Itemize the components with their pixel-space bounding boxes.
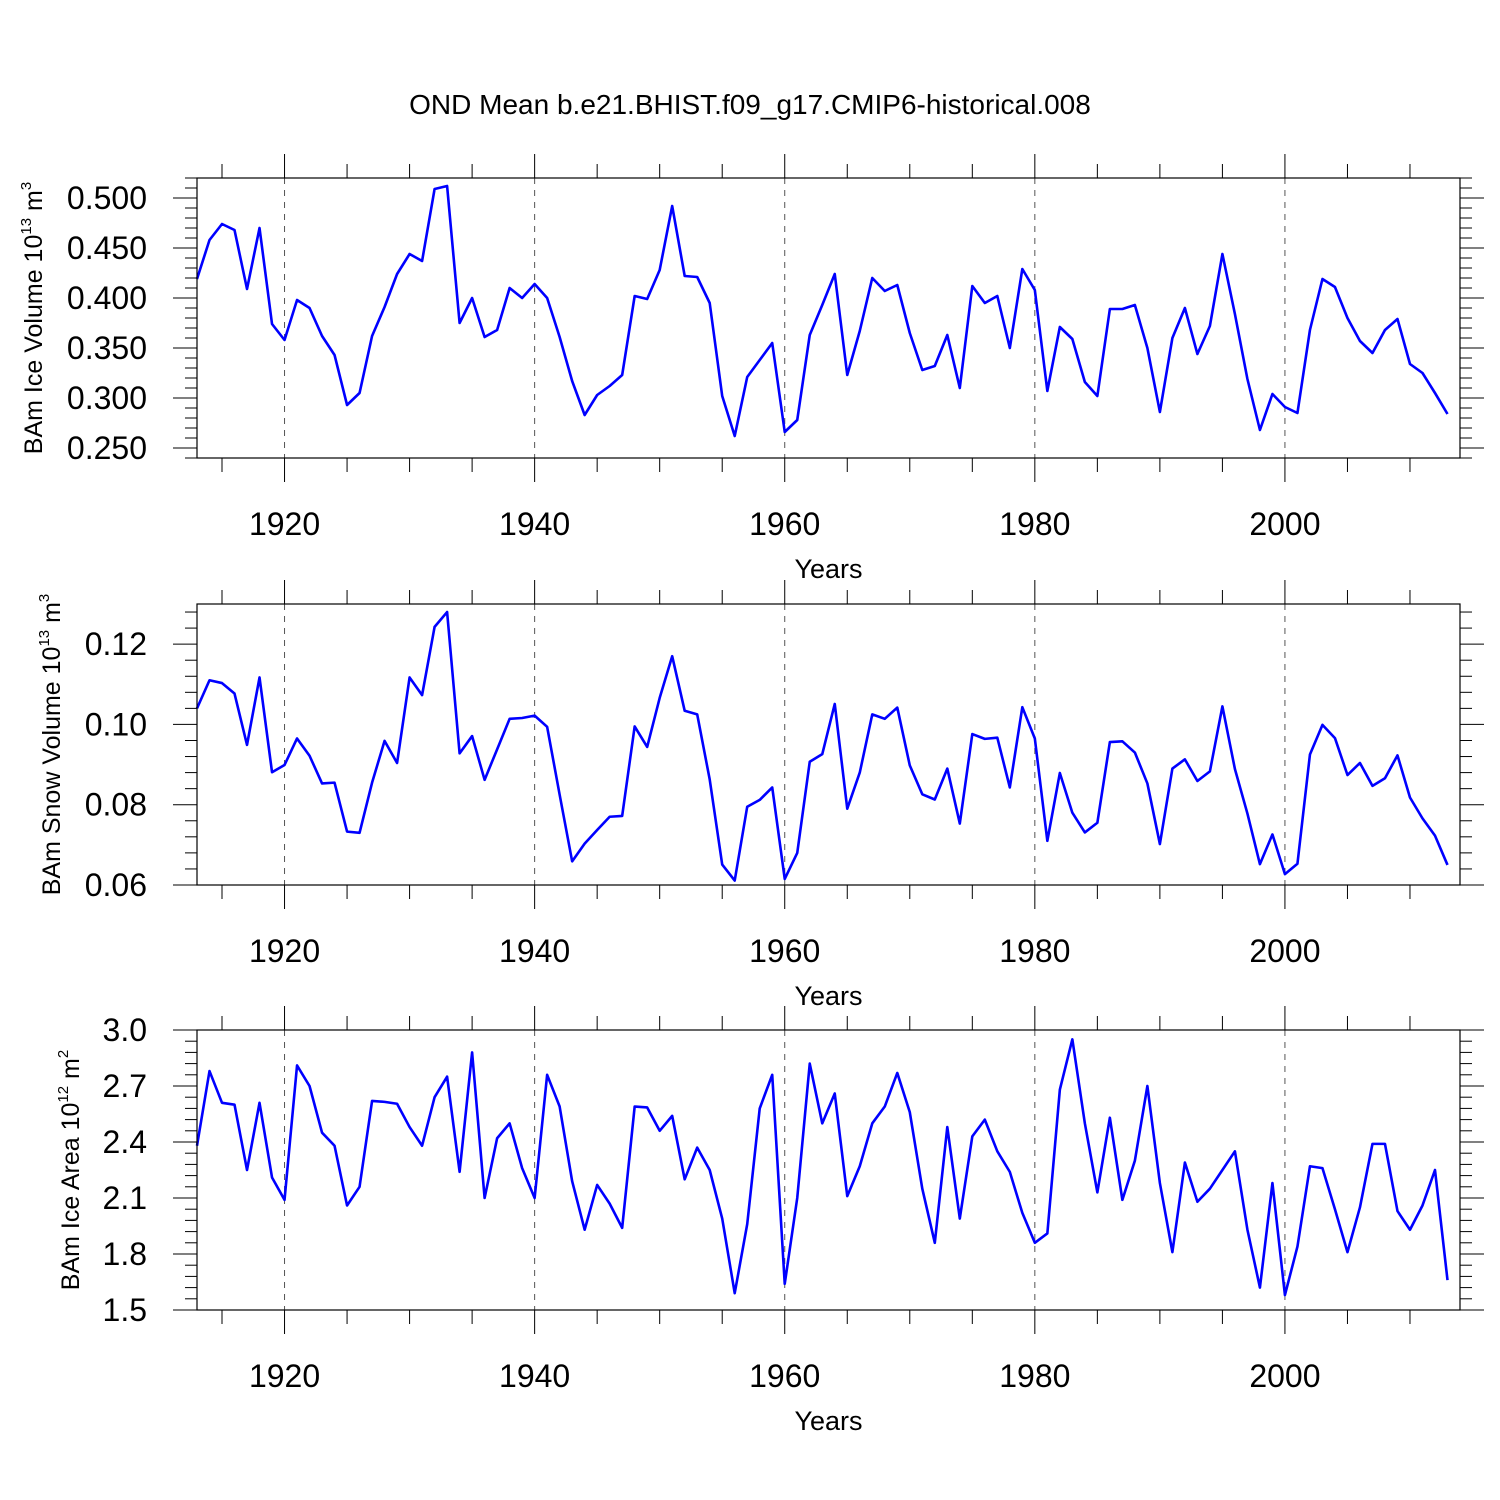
y-axis-label-exp: 13 — [36, 630, 53, 647]
y-axis-label: BAm Ice Area 1012 m2 — [55, 1050, 85, 1290]
x-tick-label: 1960 — [749, 933, 820, 969]
plot-frame — [196, 1029, 1461, 1311]
y-tick-label: 0.10 — [85, 706, 147, 742]
x-tick-label: 1980 — [999, 506, 1070, 542]
x-tick-label: 1960 — [749, 1358, 820, 1394]
chart-title: OND Mean b.e21.BHIST.f09_g17.CMIP6-histo… — [409, 89, 1091, 120]
x-tick-label: 1940 — [499, 506, 570, 542]
y-axis-label-unit-exp: 2 — [55, 1050, 72, 1058]
y-tick-label: 2.4 — [103, 1124, 147, 1160]
plot-frame — [196, 603, 1461, 886]
y-axis-label-main: BAm Snow Volume 10 — [38, 647, 66, 896]
x-tick-label: 1940 — [499, 933, 570, 969]
y-axis-label-unit: m — [57, 1058, 85, 1086]
y-axis-label-unit-exp: 3 — [18, 182, 35, 190]
y-axis-label-exp: 12 — [55, 1086, 72, 1103]
y-tick-label: 3.0 — [103, 1012, 147, 1048]
series-line-1 — [195, 184, 1449, 438]
y-axis-label-exp: 13 — [18, 218, 35, 235]
y-tick-label: 0.250 — [67, 430, 147, 466]
x-tick-label: 2000 — [1249, 933, 1320, 969]
x-tick-label: 1920 — [249, 506, 320, 542]
y-axis-label-unit: m — [38, 602, 66, 630]
y-axis-label-unit-exp: 3 — [36, 594, 53, 602]
x-axis-label: Years — [794, 981, 862, 1011]
y-tick-label: 0.350 — [67, 330, 147, 366]
y-axis-label: BAm Snow Volume 1013 m3 — [36, 594, 66, 896]
x-tick-label: 2000 — [1249, 1358, 1320, 1394]
y-tick-label: 0.500 — [67, 180, 147, 216]
x-tick-label: 1920 — [249, 933, 320, 969]
x-tick-label: 1920 — [249, 1358, 320, 1394]
y-tick-label: 2.1 — [103, 1180, 147, 1216]
x-tick-label: 2000 — [1249, 506, 1320, 542]
y-axis-label: BAm Ice Volume 1013 m3 — [18, 182, 48, 454]
y-axis-label-main: BAm Ice Volume 10 — [20, 235, 48, 455]
y-tick-label: 0.08 — [85, 787, 147, 823]
y-tick-label: 0.12 — [85, 626, 147, 662]
y-tick-label: 0.300 — [67, 380, 147, 416]
panels: 1920 1940 1960 1980 2000 Years 0.250 0.300 0.350… — [18, 154, 1484, 1436]
y-tick-label: 1.8 — [103, 1236, 147, 1272]
plot-frame — [196, 177, 1461, 459]
y-tick-label: 0.400 — [67, 280, 147, 316]
x-axis-label: Years — [794, 1406, 862, 1436]
x-tick-label: 1980 — [999, 1358, 1070, 1394]
series-line-1 — [195, 610, 1449, 882]
series-line-1 — [195, 1038, 1449, 1297]
x-tick-label: 1980 — [999, 933, 1070, 969]
x-tick-label: 1940 — [499, 1358, 570, 1394]
x-tick-label: 1960 — [749, 506, 820, 542]
y-axis-label-unit: m — [20, 190, 48, 218]
y-axis-label-main: BAm Ice Area 10 — [57, 1103, 85, 1291]
y-tick-label: 1.5 — [103, 1292, 147, 1328]
y-tick-label: 0.06 — [85, 867, 147, 903]
x-axis-label: Years — [794, 554, 862, 584]
panel-2: 1920 1940 1960 1980 2000 Years 0.06 0.08 0.10 0.1… — [36, 580, 1484, 1011]
y-tick-label: 2.7 — [103, 1068, 147, 1104]
panel-3: 1920 1940 1960 1980 2000 Years 1.5 1.8 2.1 2.4 2.7… — [55, 1006, 1484, 1436]
panel-1: 1920 1940 1960 1980 2000 Years 0.250 0.300 0.350… — [18, 154, 1484, 584]
y-tick-label: 0.450 — [67, 230, 147, 266]
